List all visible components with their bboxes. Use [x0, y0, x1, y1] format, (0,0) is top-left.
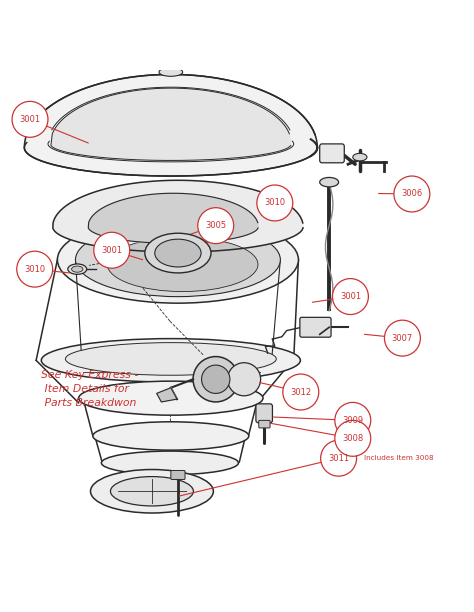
Polygon shape	[156, 388, 177, 402]
FancyBboxPatch shape	[171, 471, 185, 479]
Circle shape	[193, 357, 238, 402]
Circle shape	[257, 185, 293, 221]
Ellipse shape	[79, 381, 263, 415]
Circle shape	[17, 251, 53, 287]
Ellipse shape	[68, 264, 87, 274]
Ellipse shape	[107, 237, 258, 291]
FancyBboxPatch shape	[259, 420, 270, 428]
Circle shape	[394, 176, 430, 212]
Ellipse shape	[145, 233, 211, 273]
Ellipse shape	[41, 338, 301, 382]
Circle shape	[384, 320, 420, 356]
Circle shape	[201, 365, 230, 394]
Ellipse shape	[101, 451, 238, 475]
Ellipse shape	[65, 343, 276, 375]
Ellipse shape	[91, 469, 213, 513]
Text: 3006: 3006	[401, 190, 422, 198]
FancyBboxPatch shape	[256, 404, 273, 423]
Text: 3012: 3012	[290, 387, 311, 397]
Ellipse shape	[155, 239, 201, 267]
Circle shape	[228, 363, 261, 396]
Circle shape	[335, 420, 371, 457]
Ellipse shape	[75, 223, 280, 297]
Ellipse shape	[159, 68, 182, 76]
Polygon shape	[24, 75, 318, 176]
Text: 3010: 3010	[24, 264, 46, 274]
Text: 3011: 3011	[328, 453, 349, 463]
Ellipse shape	[110, 477, 193, 506]
Text: 3005: 3005	[205, 221, 226, 230]
Ellipse shape	[57, 216, 299, 303]
Circle shape	[283, 374, 319, 410]
FancyBboxPatch shape	[300, 318, 331, 337]
Circle shape	[335, 403, 371, 438]
Text: See Key Express -
 Item Details for
 Parts Breakdwon: See Key Express - Item Details for Parts…	[41, 370, 138, 408]
Text: 3001: 3001	[19, 115, 41, 124]
Circle shape	[320, 440, 356, 476]
Ellipse shape	[353, 154, 367, 161]
Text: 3010: 3010	[264, 198, 285, 207]
Text: 3001: 3001	[101, 246, 122, 255]
Text: 3009: 3009	[342, 416, 364, 425]
Circle shape	[12, 102, 48, 137]
Text: 3007: 3007	[392, 334, 413, 343]
Circle shape	[332, 278, 368, 315]
Text: 3008: 3008	[342, 434, 364, 443]
Polygon shape	[53, 181, 303, 252]
Ellipse shape	[319, 177, 338, 187]
Polygon shape	[88, 193, 258, 243]
FancyBboxPatch shape	[319, 144, 344, 163]
Circle shape	[94, 233, 130, 268]
Ellipse shape	[72, 266, 83, 272]
Circle shape	[198, 207, 234, 244]
Text: 3001: 3001	[340, 292, 361, 301]
Text: Includes Item 3008: Includes Item 3008	[364, 455, 433, 461]
Ellipse shape	[93, 422, 249, 450]
Polygon shape	[51, 88, 291, 160]
